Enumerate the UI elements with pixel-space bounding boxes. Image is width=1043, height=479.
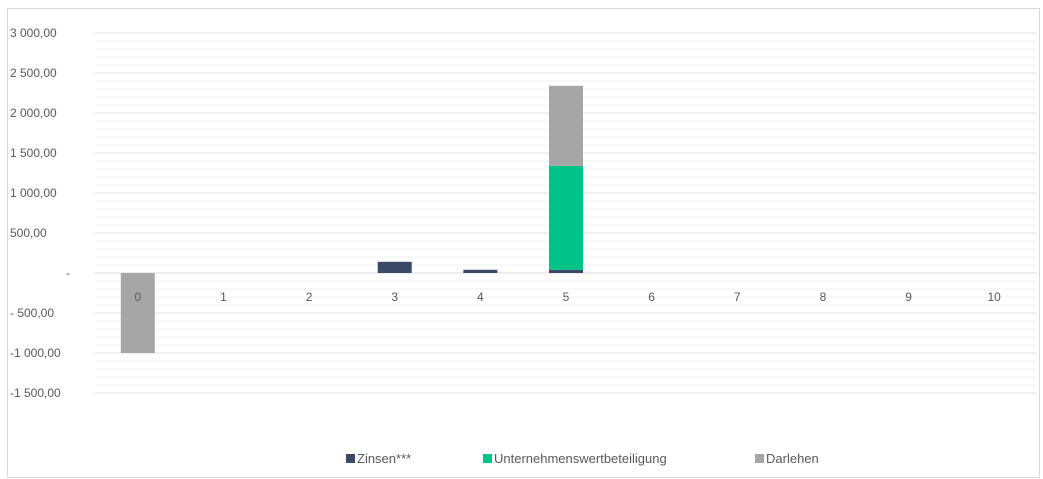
legend-label: Unternehmenswertbeteiligung [494, 451, 667, 466]
bar [549, 85, 583, 166]
y-tick-label: 500,00 [10, 226, 47, 240]
legend-swatch [755, 454, 764, 463]
x-tick-label: 6 [648, 290, 655, 304]
x-tick-label: 4 [477, 290, 484, 304]
x-tick-label: 5 [563, 290, 570, 304]
legend-swatch [346, 454, 355, 463]
y-tick-label: 2 500,00 [10, 66, 57, 80]
bar [463, 269, 498, 273]
x-tick-label: 2 [306, 290, 313, 304]
bar [549, 165, 583, 270]
y-tick-label: -1 500,00 [10, 386, 61, 400]
legend-label: Zinsen*** [357, 451, 411, 466]
y-tick-label: 1 500,00 [10, 146, 57, 160]
legend-item: Zinsen*** [346, 451, 411, 466]
x-tick-label: 0 [134, 290, 141, 304]
y-tick-label: - 500,00 [10, 306, 54, 320]
legend: Zinsen*** Unternehmenswertbeteiligung Darl… [346, 451, 819, 466]
x-tick-label: 10 [988, 290, 1002, 304]
x-tick-label: 9 [905, 290, 912, 304]
y-tick-label: 3 000,00 [10, 26, 57, 40]
bar [377, 261, 412, 273]
bar [549, 269, 583, 273]
bars [120, 85, 583, 353]
legend-item: Darlehen [755, 451, 819, 466]
y-tick-label: - [66, 266, 70, 280]
y-tick-label: 1 000,00 [10, 186, 57, 200]
x-axis-tick-labels: 0 1 2 3 4 5 6 7 8 9 10 [134, 290, 1001, 304]
x-tick-label: 8 [820, 290, 827, 304]
bar [120, 273, 155, 353]
legend-label: Darlehen [766, 451, 819, 466]
y-tick-label: -1 000,00 [10, 346, 61, 360]
legend-swatch [483, 454, 492, 463]
x-tick-label: 7 [734, 290, 741, 304]
y-tick-label: 2 000,00 [10, 106, 57, 120]
chart-area [7, 8, 1040, 478]
legend-item: Unternehmenswertbeteiligung [483, 451, 667, 466]
x-tick-label: 1 [220, 290, 227, 304]
x-tick-label: 3 [391, 290, 398, 304]
y-axis-tick-labels: 3 000,00 2 500,00 2 000,00 1 500,00 1 000,00… [10, 26, 70, 400]
